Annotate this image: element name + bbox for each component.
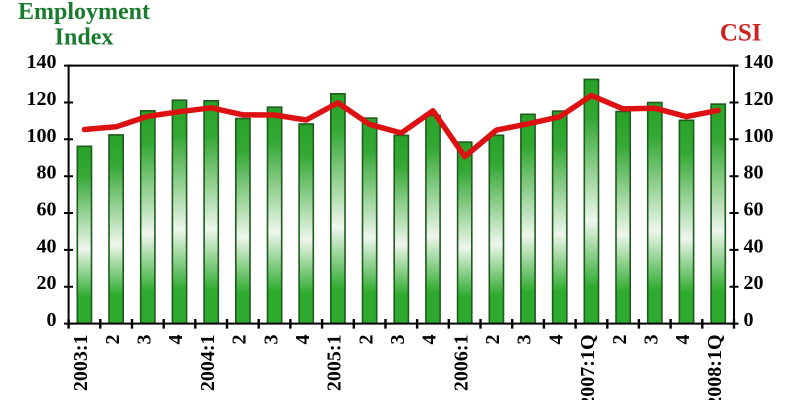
svg-text:3: 3 [387, 335, 409, 345]
svg-text:4: 4 [672, 335, 694, 345]
svg-text:20: 20 [37, 272, 57, 294]
svg-text:3: 3 [514, 335, 536, 345]
svg-text:4: 4 [419, 335, 441, 345]
svg-text:2: 2 [482, 335, 504, 345]
svg-text:80: 80 [37, 162, 57, 184]
svg-text:3: 3 [260, 335, 282, 345]
svg-text:2007:1Q: 2007:1Q [577, 335, 599, 400]
svg-text:20: 20 [744, 272, 764, 294]
svg-text:2005:1: 2005:1 [324, 335, 346, 392]
svg-text:3: 3 [641, 335, 663, 345]
svg-text:100: 100 [27, 125, 57, 147]
svg-text:Index: Index [55, 24, 114, 50]
svg-text:Employment: Employment [18, 0, 150, 25]
svg-text:2: 2 [102, 335, 124, 345]
svg-text:2004:1: 2004:1 [197, 335, 219, 392]
svg-text:2006:1: 2006:1 [450, 335, 472, 392]
svg-text:2: 2 [229, 335, 251, 345]
svg-text:2: 2 [355, 335, 377, 345]
svg-text:40: 40 [37, 235, 57, 257]
svg-text:0: 0 [47, 309, 57, 331]
svg-text:2003:1: 2003:1 [70, 335, 92, 392]
svg-text:4: 4 [165, 335, 187, 345]
svg-text:40: 40 [744, 235, 764, 257]
svg-text:120: 120 [27, 88, 57, 110]
svg-text:3: 3 [134, 335, 156, 345]
svg-text:4: 4 [545, 335, 567, 345]
svg-text:2008:1Q: 2008:1Q [704, 335, 726, 400]
svg-text:60: 60 [744, 199, 764, 221]
svg-text:80: 80 [744, 162, 764, 184]
svg-text:140: 140 [27, 51, 57, 73]
svg-text:120: 120 [744, 88, 774, 110]
svg-text:140: 140 [744, 51, 774, 73]
svg-text:4: 4 [292, 335, 314, 345]
svg-text:100: 100 [744, 125, 774, 147]
svg-text:0: 0 [744, 309, 754, 331]
svg-text:CSI: CSI [720, 20, 762, 47]
svg-text:2: 2 [609, 335, 631, 345]
svg-text:60: 60 [37, 199, 57, 221]
